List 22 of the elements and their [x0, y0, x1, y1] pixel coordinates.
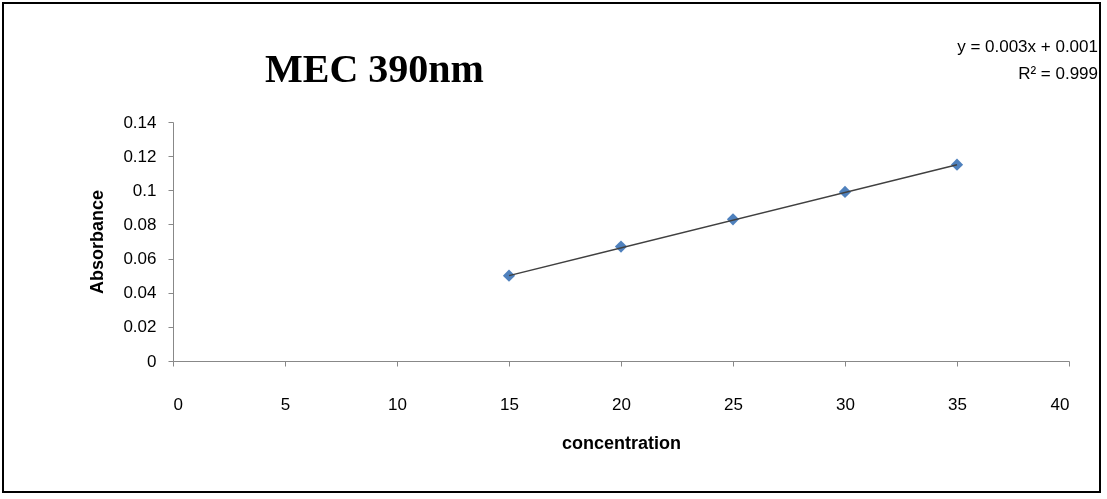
x-tick-label: 40	[1050, 394, 1070, 414]
x-tick-label: 10	[388, 394, 407, 414]
y-tick-label: 0.14	[123, 112, 157, 132]
text: y = 0.003x + 0.001	[957, 37, 1098, 56]
text: R² = 0.999	[1018, 64, 1098, 83]
x-tick-label: 0	[173, 394, 183, 414]
x-tick-label: 20	[612, 394, 631, 414]
y-tick-label: 0	[147, 351, 157, 371]
x-tick-label: 35	[948, 394, 967, 414]
y-axis-title: Absorbance	[87, 189, 108, 295]
x-tick-label: 15	[500, 394, 519, 414]
y-tick-label: 0.04	[123, 283, 157, 303]
y-tick-label: 0.1	[132, 180, 157, 200]
y-tick-label: 0.12	[123, 146, 157, 166]
y-tick-label: 0.06	[123, 249, 157, 269]
y-tick-label: 0.08	[123, 214, 157, 234]
x-tick-label: 5	[280, 394, 291, 414]
y-tick-label: 0.02	[123, 317, 157, 337]
x-axis-title: concentration	[561, 432, 682, 453]
x-tick-label: 25	[724, 394, 743, 414]
x-tick-label: 30	[836, 394, 855, 414]
chart-title: MEC 390nm	[265, 46, 484, 91]
